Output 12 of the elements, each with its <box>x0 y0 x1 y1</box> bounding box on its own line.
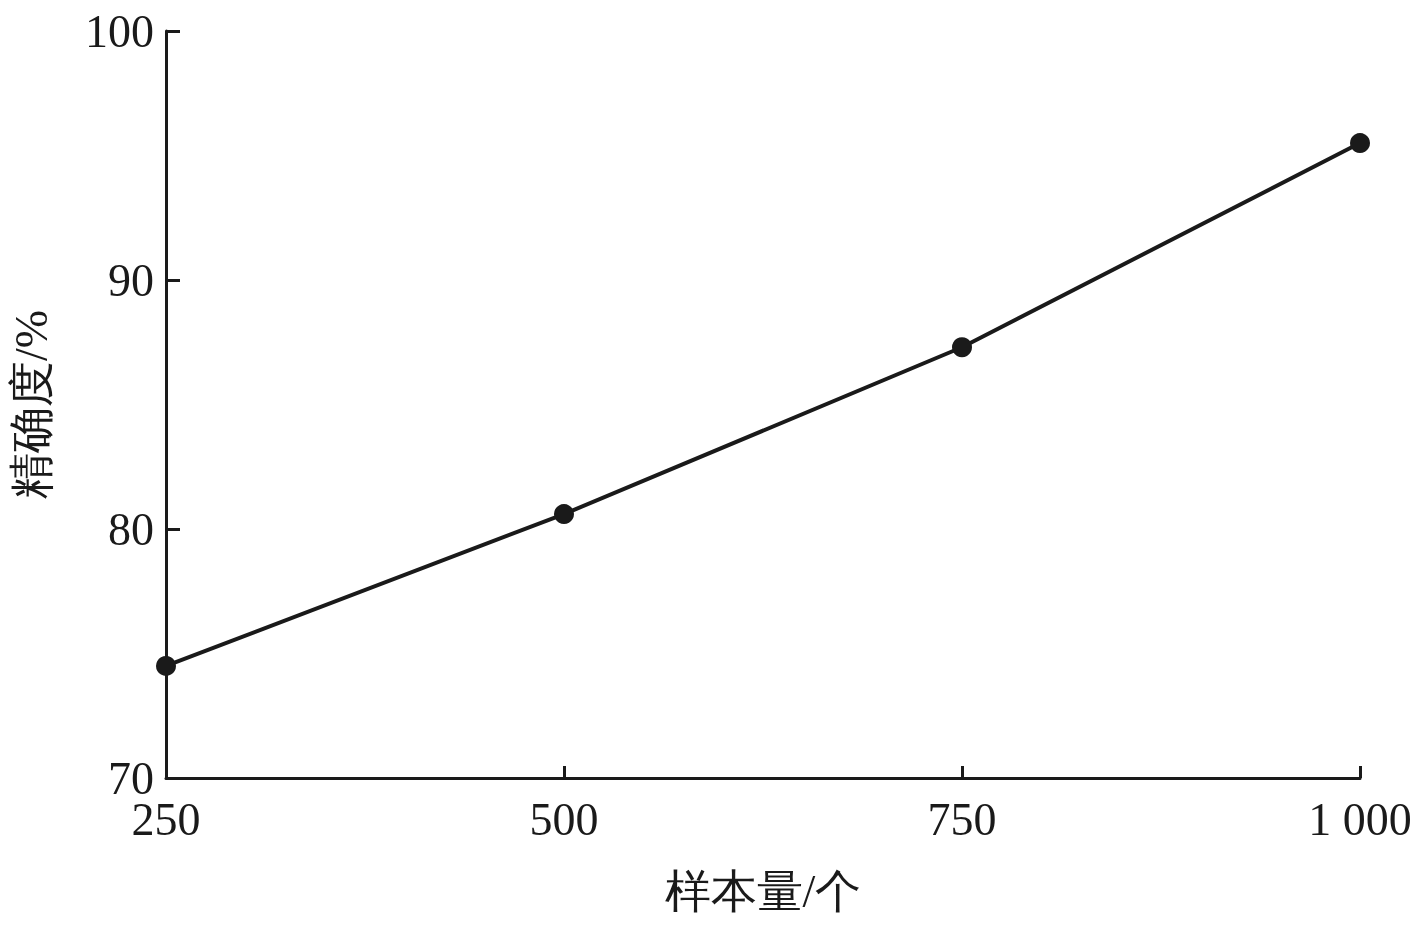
x-tick-label: 1 000 <box>1308 793 1412 845</box>
point <box>554 504 574 525</box>
point <box>1350 133 1370 154</box>
y-tick-label: 90 <box>108 254 154 306</box>
x-tick-label: 500 <box>529 793 599 845</box>
x-axis-title: 样本量/个 <box>664 865 862 917</box>
point <box>952 337 972 358</box>
x-tick-label: 750 <box>927 793 997 845</box>
y-tick-label: 100 <box>85 5 154 57</box>
y-tick-label: 80 <box>108 503 154 555</box>
y-axis-title: 精确度/% <box>5 309 57 500</box>
point <box>156 655 176 676</box>
